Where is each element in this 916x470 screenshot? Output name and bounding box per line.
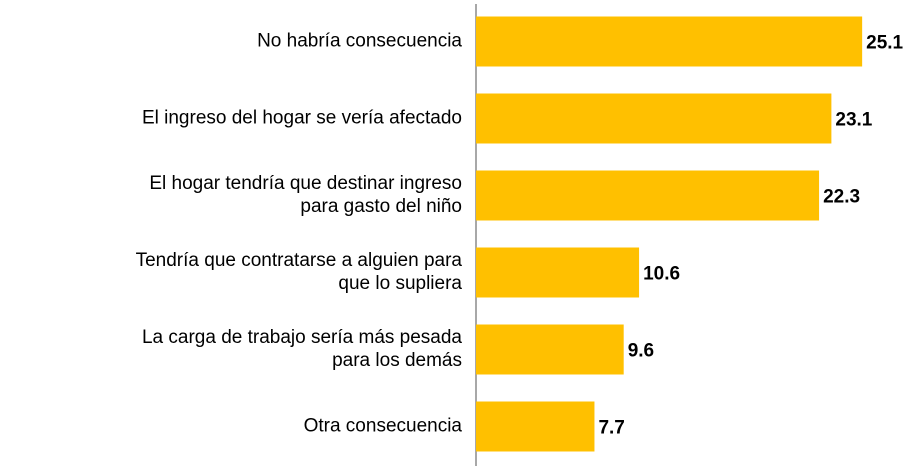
bar — [476, 16, 863, 67]
category-label: Otra consecuencia — [304, 416, 463, 437]
bar — [476, 324, 624, 375]
value-label: 7.7 — [598, 418, 624, 439]
value-label: 25.1 — [866, 33, 903, 54]
category-label: Tendría que contratarse a alguien para qu… — [136, 250, 463, 294]
category-label: La carga de trabajo sería más pesada para… — [142, 327, 462, 371]
value-label: 10.6 — [643, 264, 680, 285]
bar — [476, 247, 640, 298]
category-label: El hogar tendría que destinar ingreso par… — [149, 173, 462, 217]
bar — [476, 93, 832, 144]
value-label: 9.6 — [628, 341, 654, 362]
bar — [476, 401, 595, 452]
category-label: No habría consecuencia — [257, 31, 462, 52]
bar — [476, 170, 820, 221]
category-label: El ingreso del hogar se vería afectado — [142, 108, 462, 129]
value-label: 23.1 — [835, 110, 872, 131]
value-label: 22.3 — [823, 187, 860, 208]
